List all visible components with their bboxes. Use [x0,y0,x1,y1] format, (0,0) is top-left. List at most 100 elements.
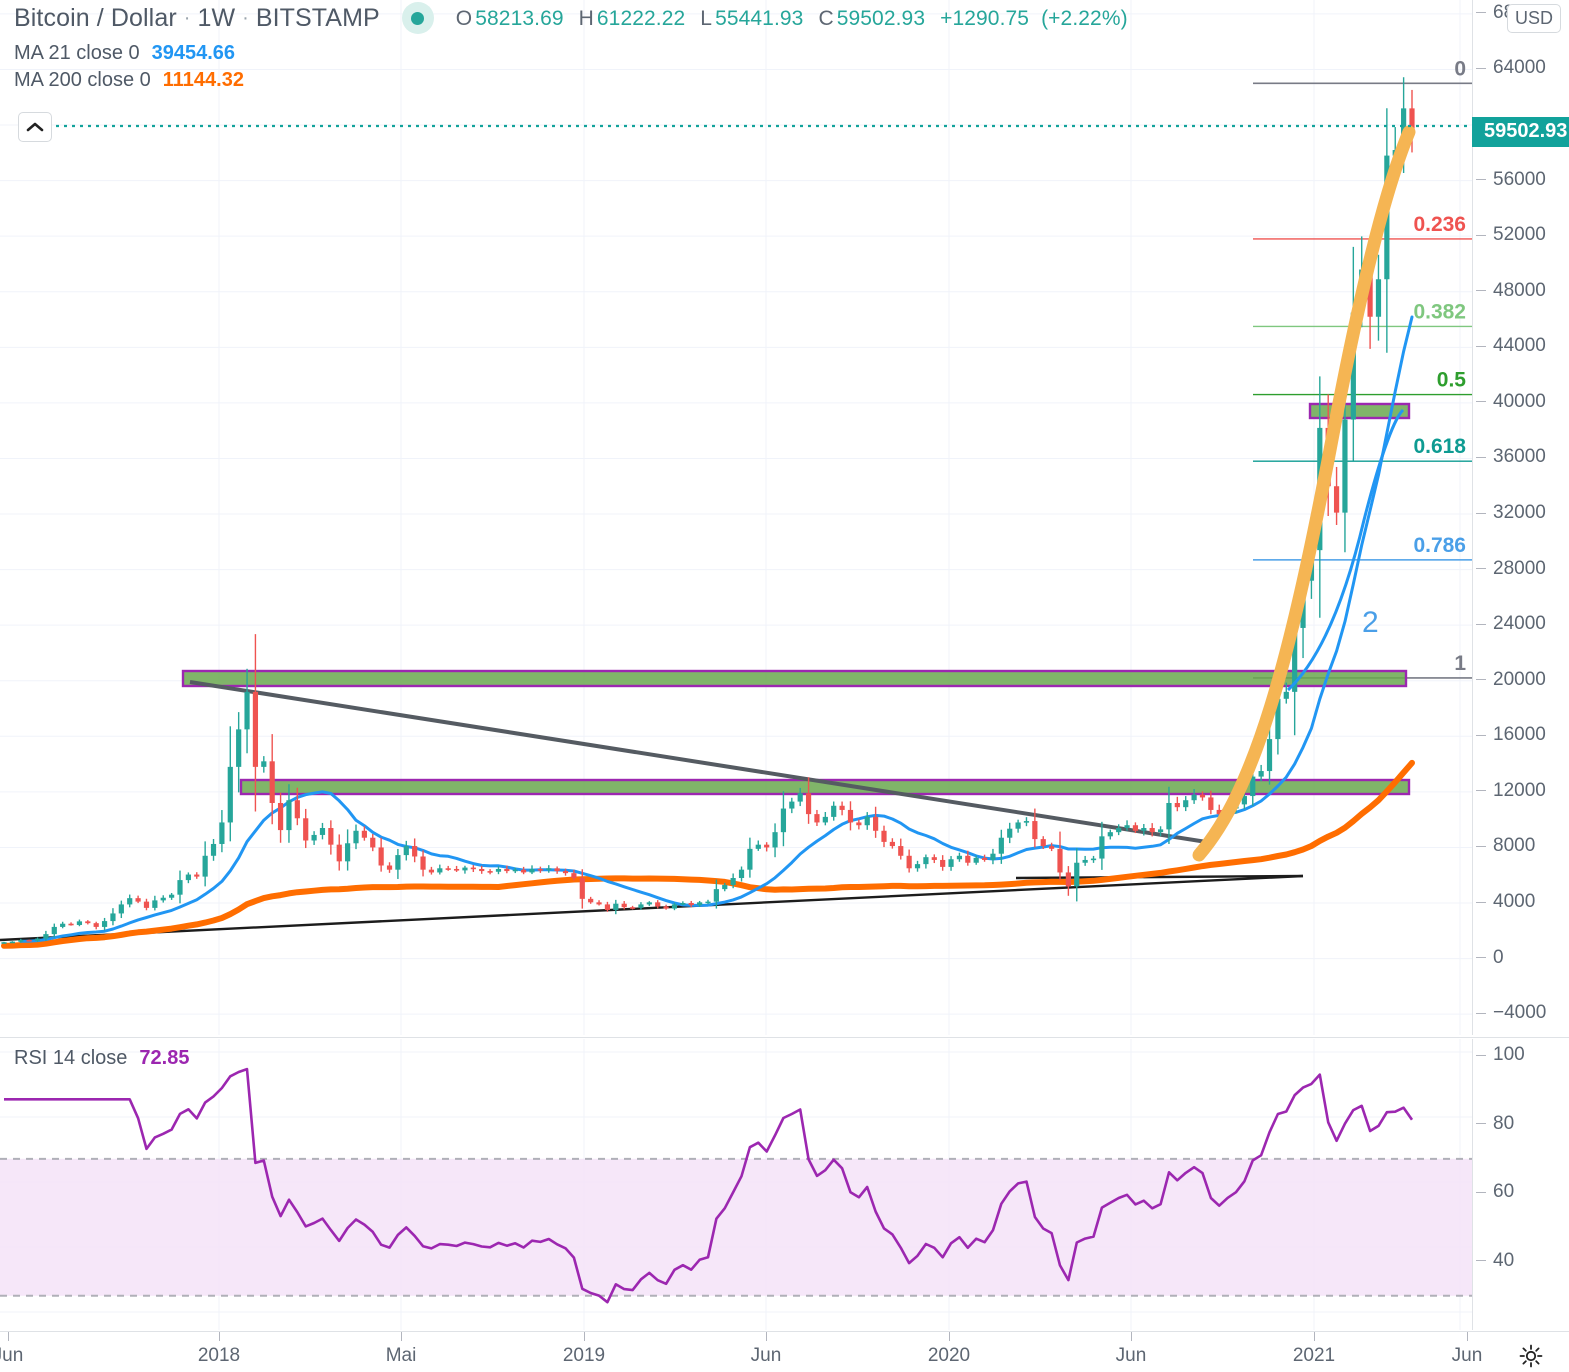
candle-body[interactable] [680,903,686,905]
candle-body[interactable] [856,822,862,826]
candle-body[interactable] [764,844,770,848]
candle-body[interactable] [671,904,678,909]
candle-body[interactable] [412,846,418,857]
candle-body[interactable] [345,843,351,862]
candle-body[interactable] [185,874,191,881]
candle-body[interactable] [152,900,158,908]
candle-body[interactable] [101,921,108,927]
candle-body[interactable] [965,855,971,863]
candle-body[interactable] [328,828,334,845]
candle-body[interactable] [160,897,166,901]
candle-body[interactable] [1258,771,1264,777]
candle-body[interactable] [562,871,569,874]
candle-body[interactable] [210,843,217,856]
ascending-support-trendline[interactable] [0,874,1304,942]
candle-body[interactable] [261,761,267,767]
candle-body[interactable] [127,898,133,905]
chart-settings-button[interactable] [1519,1344,1543,1368]
candle-body[interactable] [143,901,150,908]
candle-body[interactable] [1040,839,1046,847]
candle-body[interactable] [906,855,912,869]
candlestick-series[interactable] [1,77,1415,944]
candle-body[interactable] [1015,822,1021,829]
candle-body[interactable] [554,868,560,872]
candle-body[interactable] [1241,796,1247,805]
candle-body[interactable] [604,904,611,910]
candle-body[interactable] [772,832,778,848]
candle-body[interactable] [1049,846,1055,849]
candle-body[interactable] [504,868,510,872]
candle-body[interactable] [361,830,367,838]
candle-body[interactable] [1057,848,1063,873]
candle-body[interactable] [43,934,49,939]
candle-body[interactable] [529,868,535,873]
candle-body[interactable] [546,868,552,870]
candle-body[interactable] [1023,821,1030,823]
candle-body[interactable] [747,848,753,870]
candle-body[interactable] [1141,828,1147,831]
currency-badge[interactable]: USD [1506,4,1561,33]
candle-body[interactable] [319,828,326,835]
candle-body[interactable] [713,889,719,902]
candle-body[interactable] [646,902,652,905]
candle-body[interactable] [638,904,644,908]
candle-body[interactable] [60,923,66,927]
candle-body[interactable] [688,903,694,906]
candle-body[interactable] [789,801,795,809]
time-axis[interactable]: Jun 2018 Mai 2019 Jun 2020 Jun 2021 Jun [0,1331,1569,1372]
candle-body[interactable] [353,830,359,844]
candle-body[interactable] [135,898,141,902]
candle-body[interactable] [738,869,745,879]
blue-curve-drawing[interactable] [1286,408,1405,692]
rsi-chart-pane[interactable] [0,1039,1472,1330]
candle-body[interactable] [453,868,460,871]
candle-body[interactable] [1409,108,1415,132]
candle-body[interactable] [521,869,527,873]
candle-body[interactable] [1367,269,1373,317]
candle-body[interactable] [194,874,200,877]
candle-body[interactable] [1149,828,1155,833]
candle-body[interactable] [9,941,15,944]
candle-body[interactable] [722,884,728,890]
candle-body[interactable] [1166,802,1172,830]
candle-body[interactable] [1,942,7,944]
candle-body[interactable] [386,865,393,870]
candle-body[interactable] [1124,825,1130,828]
candle-body[interactable] [1216,809,1222,815]
candle-body[interactable] [1183,800,1189,808]
candle-body[interactable] [1375,279,1382,317]
candle-body[interactable] [797,793,803,802]
candle-body[interactable] [277,802,284,831]
descending-trendline[interactable] [189,680,1214,845]
orange-curve-drawing[interactable] [1192,125,1416,862]
candle-body[interactable] [1065,872,1071,887]
candle-body[interactable] [613,903,619,910]
candle-body[interactable] [462,867,468,871]
candle-body[interactable] [956,855,963,860]
candle-body[interactable] [286,800,292,831]
candle-body[interactable] [655,902,661,907]
candle-body[interactable] [1350,312,1356,420]
candle-body[interactable] [730,878,736,885]
candle-body[interactable] [118,904,124,914]
candle-body[interactable] [437,868,443,873]
indicator-ma21-row[interactable]: MA 21 close 0 39454.66 [14,43,1131,63]
candle-body[interactable] [303,818,309,841]
candle-body[interactable] [864,816,870,826]
candle-body[interactable] [93,923,99,927]
candle-body[interactable] [219,822,225,844]
candle-body[interactable] [85,921,91,924]
candle-body[interactable] [847,809,854,823]
price-axis[interactable]: 6800064000560005200048000440004000036000… [1472,0,1569,1035]
candle-body[interactable] [1283,691,1289,699]
candle-body[interactable] [831,805,837,817]
candle-body[interactable] [311,834,317,841]
candle-body[interactable] [839,805,845,810]
candle-body[interactable] [898,846,904,856]
candle-body[interactable] [294,800,300,819]
candle-body[interactable] [68,923,74,926]
candle-body[interactable] [1174,802,1180,808]
candle-body[interactable] [1199,794,1206,798]
indicator-ma200-row[interactable]: MA 200 close 0 11144.32 [14,70,1131,90]
candle-body[interactable] [1107,832,1113,837]
